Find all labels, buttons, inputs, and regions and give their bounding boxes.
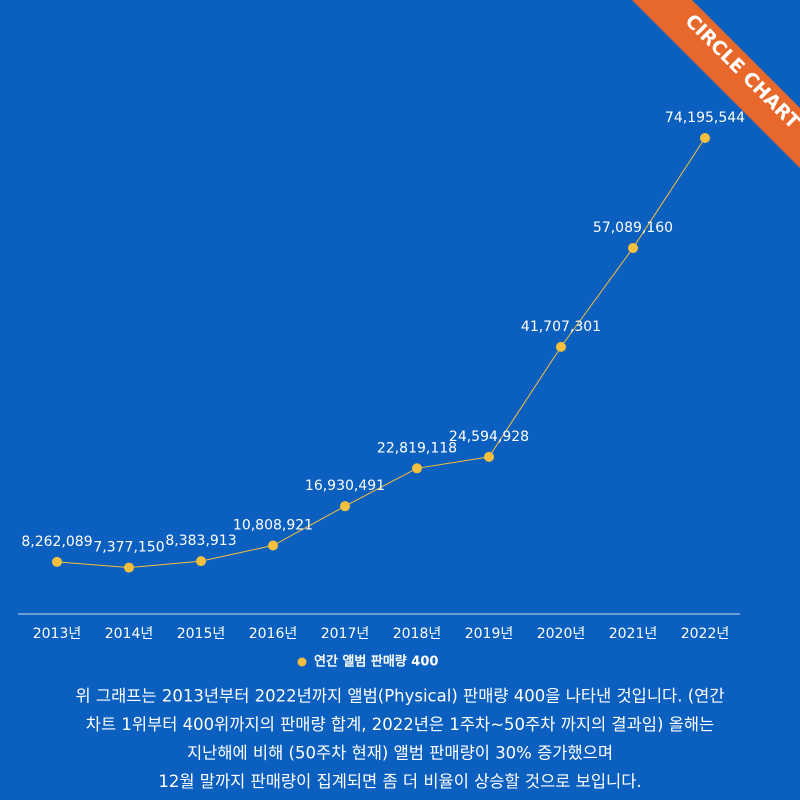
x-tick-label: 2017년 <box>321 626 370 642</box>
legend-label: 연간 앨범 판매량 400 <box>314 654 438 670</box>
data-label: 57,089,160 <box>593 220 673 236</box>
badge-ribbon <box>632 0 800 168</box>
x-tick-label: 2015년 <box>177 626 226 642</box>
data-label: 22,819,118 <box>377 440 457 456</box>
caption-line: 12월 말까지 판매량이 집계되면 좀 더 비율이 상승할 것으로 보입니다. <box>158 772 641 791</box>
x-tick-label: 2014년 <box>105 626 154 642</box>
data-label: 74,195,544 <box>665 110 745 126</box>
data-label: 41,707,301 <box>521 319 601 335</box>
point <box>628 242 638 253</box>
x-tick-label: 2022년 <box>681 626 730 642</box>
data-label: 16,930,491 <box>305 478 385 494</box>
x-tick-label: 2018년 <box>393 626 442 642</box>
caption-line: 위 그래프는 2013년부터 2022년까지 앨범(Physical) 판매량 … <box>75 687 724 706</box>
x-tick-label: 2013년 <box>33 626 82 642</box>
x-tick-label: 2021년 <box>609 626 658 642</box>
point <box>268 540 278 551</box>
data-label: 24,594,928 <box>449 429 529 445</box>
data-label: 10,808,921 <box>233 518 313 534</box>
point <box>484 451 494 462</box>
legend-marker <box>297 657 307 667</box>
line <box>56 137 706 569</box>
point <box>556 341 566 352</box>
x-tick-label: 2019년 <box>465 626 514 642</box>
data-label: 8,262,089 <box>21 534 92 550</box>
x-tick-label: 2020년 <box>537 626 586 642</box>
caption-line: 지난해에 비해 (50주차 현재) 앨범 판매량이 30% 증가했으며 <box>187 744 613 763</box>
data-label: 7,377,150 <box>93 540 164 556</box>
point <box>412 463 422 474</box>
x-tick-label: 2016년 <box>249 626 298 642</box>
point <box>124 562 134 573</box>
data-label: 8,383,913 <box>165 533 236 549</box>
point <box>340 501 350 512</box>
point <box>52 556 62 567</box>
point <box>700 133 710 143</box>
point <box>196 556 206 567</box>
caption-line: 차트 1위부터 400위까지의 판매량 합계, 2022년은 1주차~50주차 … <box>86 715 714 734</box>
